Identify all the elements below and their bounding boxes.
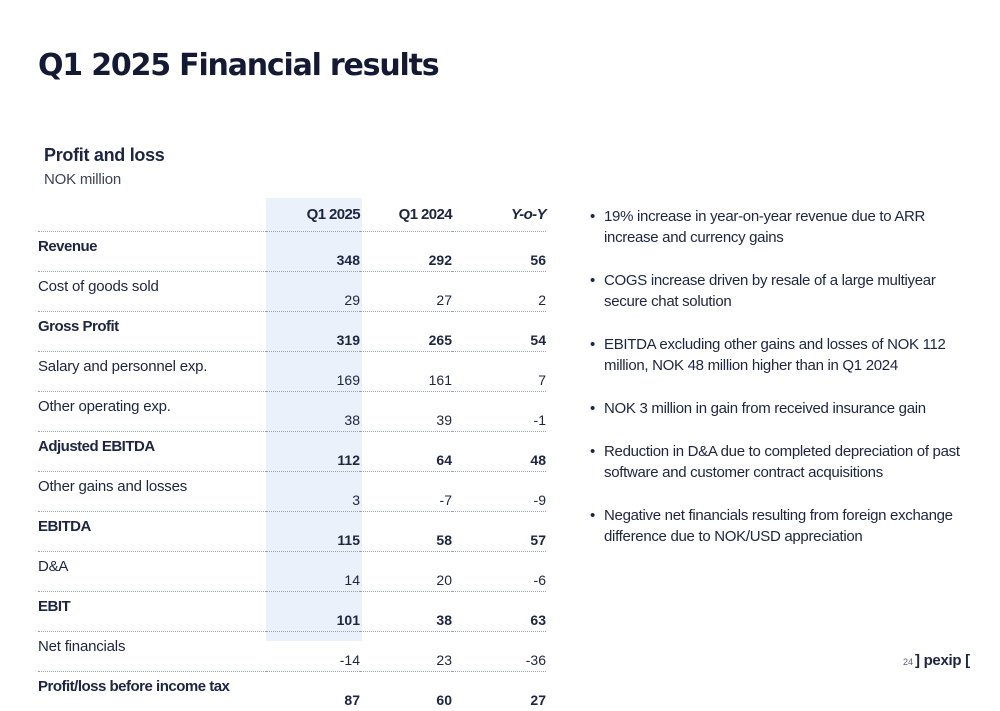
value-q1-2025: 87: [266, 672, 360, 711]
value-q1-2024: 20: [360, 552, 452, 592]
value-q1-2025: 38: [266, 392, 360, 432]
row-label: Gross Profit: [38, 312, 266, 352]
value-q1-2024: 60: [360, 672, 452, 711]
page-title: Q1 2025 Financial results: [38, 48, 438, 83]
pexip-logo: ] pexip [: [915, 652, 970, 669]
bullet-text: Reduction in D&A due to completed deprec…: [604, 443, 960, 481]
header-label-spacer: [38, 198, 266, 232]
commentary-bullet-list: • 19% increase in year-on-year revenue du…: [590, 206, 970, 569]
row-label: Adjusted EBITDA: [38, 432, 266, 472]
row-label: Other gains and losses: [38, 472, 266, 512]
column-header-yoy: Y-o-Y: [452, 198, 546, 232]
value-yoy: -36: [452, 632, 546, 672]
value-yoy: 57: [452, 512, 546, 552]
value-q1-2024: 161: [360, 352, 452, 392]
value-yoy: 48: [452, 432, 546, 472]
value-q1-2025: 319: [266, 312, 360, 352]
row-label: EBITDA: [38, 512, 266, 552]
value-q1-2024: 23: [360, 632, 452, 672]
row-label: Other operating exp.: [38, 392, 266, 432]
row-label: Net financials: [38, 632, 266, 672]
row-label: Cost of goods sold: [38, 272, 266, 312]
value-yoy: -1: [452, 392, 546, 432]
value-q1-2025: 112: [266, 432, 360, 472]
value-yoy: 7: [452, 352, 546, 392]
value-q1-2024: 58: [360, 512, 452, 552]
page-number: 24: [903, 657, 913, 667]
section-title: Profit and loss: [44, 145, 165, 166]
bullet-dot-icon: •: [590, 505, 595, 526]
column-header-q1-2025: Q1 2025: [266, 198, 360, 232]
value-yoy: 63: [452, 592, 546, 632]
value-q1-2025: 14: [266, 552, 360, 592]
bullet-dot-icon: •: [590, 441, 595, 462]
value-q1-2024: -7: [360, 472, 452, 512]
bullet-item: • EBITDA excluding other gains and losses…: [590, 334, 970, 376]
table-header-row: Q1 2025 Q1 2024 Y-o-Y: [38, 198, 546, 232]
value-q1-2025: 3: [266, 472, 360, 512]
bullet-item: • COGS increase driven by resale of a lar…: [590, 270, 970, 312]
value-q1-2025: 29: [266, 272, 360, 312]
row-label: Profit/loss before income tax: [38, 672, 266, 711]
value-yoy: 54: [452, 312, 546, 352]
value-q1-2025: 101: [266, 592, 360, 632]
value-yoy: -9: [452, 472, 546, 512]
bullet-text: COGS increase driven by resale of a larg…: [604, 272, 936, 310]
value-yoy: 56: [452, 232, 546, 272]
bullet-text: NOK 3 million in gain from received insu…: [604, 400, 926, 417]
bullet-text: EBITDA excluding other gains and losses …: [604, 336, 946, 374]
value-q1-2025: 169: [266, 352, 360, 392]
bullet-item: • 19% increase in year-on-year revenue du…: [590, 206, 970, 248]
value-q1-2024: 64: [360, 432, 452, 472]
bullet-dot-icon: •: [590, 206, 595, 227]
value-q1-2025: 115: [266, 512, 360, 552]
value-q1-2025: 348: [266, 232, 360, 272]
bullet-item: • Negative net financials resulting from …: [590, 505, 970, 547]
bullet-dot-icon: •: [590, 398, 595, 419]
value-yoy: 2: [452, 272, 546, 312]
value-q1-2024: 265: [360, 312, 452, 352]
section-subtitle: NOK million: [44, 171, 121, 188]
bullet-item: • NOK 3 million in gain from received ins…: [590, 398, 970, 419]
column-header-q1-2024: Q1 2024: [360, 198, 452, 232]
value-yoy: -6: [452, 552, 546, 592]
bullet-dot-icon: •: [590, 334, 595, 355]
bullet-item: • Reduction in D&A due to completed depre…: [590, 441, 970, 483]
value-yoy: 27: [452, 672, 546, 711]
row-label: Revenue: [38, 232, 266, 272]
value-q1-2024: 38: [360, 592, 452, 632]
row-label: Salary and personnel exp.: [38, 352, 266, 392]
row-label: D&A: [38, 552, 266, 592]
value-q1-2024: 27: [360, 272, 452, 312]
value-q1-2024: 292: [360, 232, 452, 272]
bullet-text: Negative net financials resulting from f…: [604, 507, 953, 545]
row-label: EBIT: [38, 592, 266, 632]
value-q1-2025: -14: [266, 632, 360, 672]
bullet-text: 19% increase in year-on-year revenue due…: [604, 208, 925, 246]
value-q1-2024: 39: [360, 392, 452, 432]
bullet-dot-icon: •: [590, 270, 595, 291]
